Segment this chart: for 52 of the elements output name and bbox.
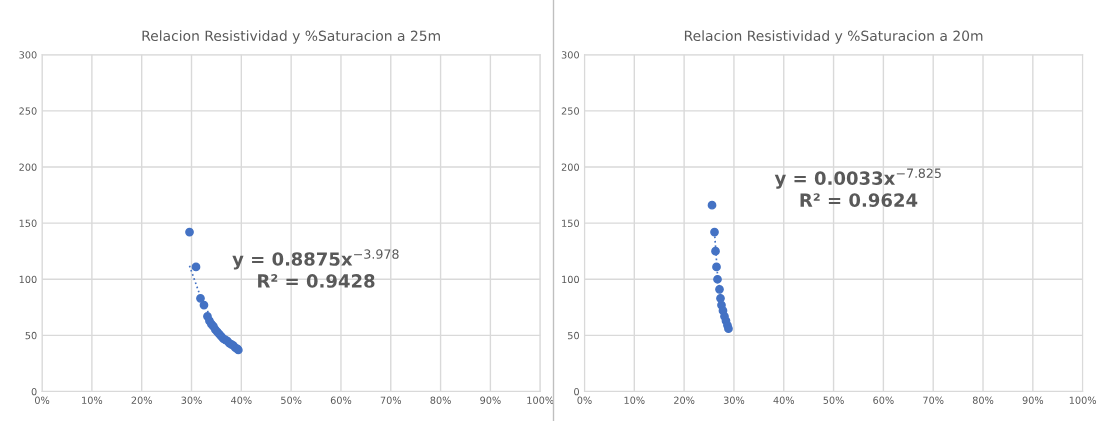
y-tick-label: 250 — [561, 107, 579, 115]
y-tick-label: 250 — [19, 107, 37, 115]
y-tick-label: 150 — [562, 219, 579, 227]
chart-title: Relacion Resistividad y %Saturacion a 20m — [684, 30, 983, 44]
y-tick-label: 50 — [568, 331, 579, 340]
text: y = 0.0033x$^{−7.825}$ R² = 0.9624 — [774, 168, 941, 207]
y-tick-label: 0 — [31, 388, 37, 396]
point — [185, 227, 194, 237]
x-tick-label: 10% — [82, 396, 103, 404]
point — [713, 274, 722, 284]
x-tick-label: 50% — [823, 396, 844, 404]
x-tick-label: 90% — [480, 396, 501, 404]
x-tick-label: 70% — [923, 396, 944, 404]
x-tick-label: 60% — [873, 396, 894, 404]
x-tick-label: 40% — [773, 396, 795, 404]
x-tick-label: 50% — [281, 396, 302, 404]
y-tick-label: 50 — [25, 331, 37, 340]
text: y = 0.8875x$^{−3.978}$ R² = 0.9428 — [232, 249, 399, 288]
y-tick-label: 100 — [19, 275, 37, 284]
x-tick-label: 80% — [430, 396, 451, 404]
x-tick-label: 40% — [231, 396, 252, 404]
chart-title: Relacion Resistividad y %Saturacion a 25m — [142, 30, 440, 44]
x-tick-label: 0% — [577, 396, 592, 404]
x-tick-label: 20% — [674, 396, 695, 404]
point — [191, 262, 201, 272]
y-tick-label: 200 — [19, 163, 37, 171]
y-tick-label: 300 — [561, 51, 579, 59]
y-tick-label: 150 — [19, 219, 37, 227]
x-tick-label: 0% — [35, 396, 50, 404]
point — [724, 324, 733, 334]
y-tick-label: 300 — [19, 51, 37, 59]
point — [199, 300, 209, 310]
point — [711, 246, 720, 256]
x-tick-label: 30% — [181, 396, 202, 404]
point — [707, 200, 717, 210]
x-tick-label: 30% — [723, 396, 745, 404]
x-tick-label: 80% — [972, 396, 994, 404]
point — [712, 262, 721, 272]
y-tick-label: 200 — [561, 163, 579, 171]
x-tick-label: 60% — [330, 396, 352, 404]
x-tick-label: 100% — [1069, 396, 1097, 404]
x-tick-label: 70% — [380, 396, 402, 404]
y-tick-label: 0 — [574, 388, 579, 396]
x-tick-label: 100% — [527, 396, 554, 404]
x-tick-label: 10% — [624, 396, 645, 404]
x-tick-label: 20% — [131, 396, 152, 404]
y-tick-label: 100 — [562, 275, 579, 284]
x-tick-label: 90% — [1022, 396, 1044, 404]
point — [716, 293, 725, 303]
point — [710, 227, 719, 237]
point — [196, 293, 205, 303]
point — [715, 284, 724, 294]
